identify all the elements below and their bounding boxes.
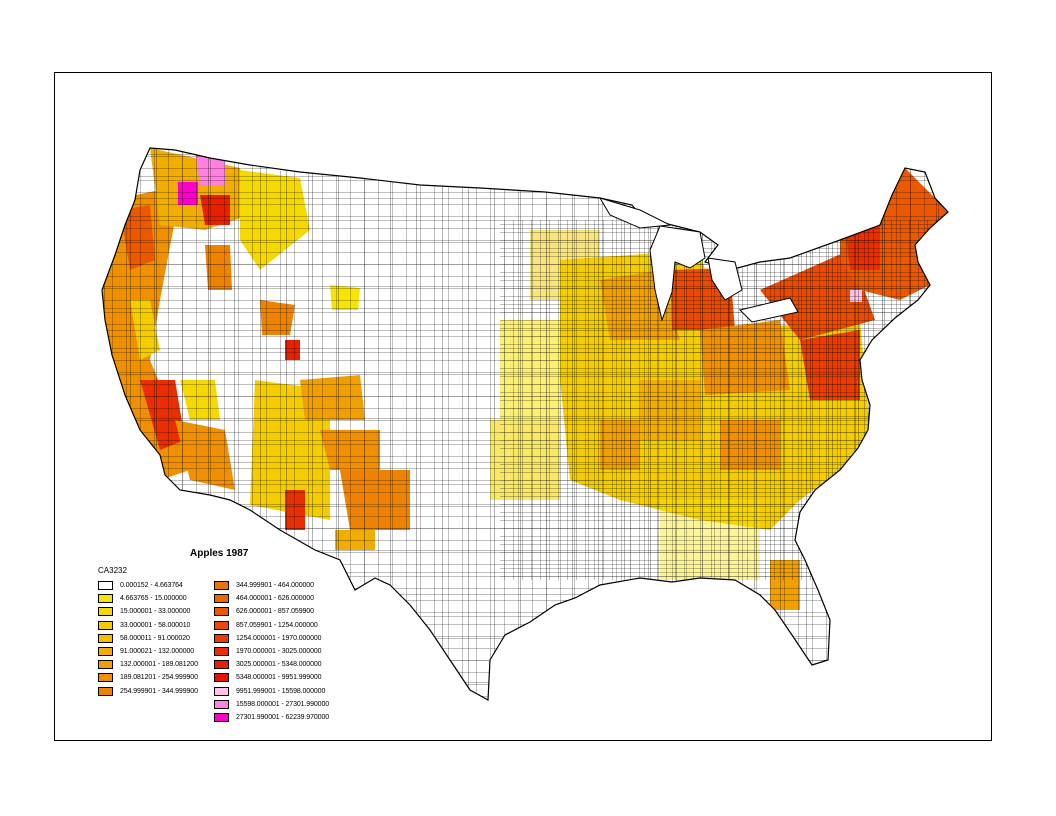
lake-superior (598, 197, 672, 229)
map-frame (54, 72, 992, 741)
lake-huron (707, 257, 743, 301)
lake-erie (739, 297, 799, 323)
lake-michigan (649, 225, 706, 322)
county-boundaries (102, 148, 948, 700)
